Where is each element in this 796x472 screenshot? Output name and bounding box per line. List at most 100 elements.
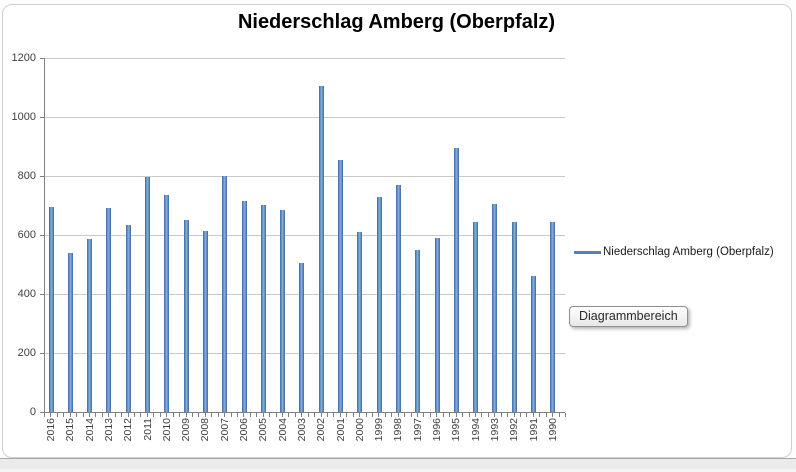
x-axis-label: 2008 — [199, 418, 211, 442]
x-axis-tick — [539, 413, 540, 417]
x-axis-label: 2011 — [142, 418, 154, 441]
x-axis-tick — [346, 413, 347, 417]
x-axis-tick — [462, 413, 463, 417]
y-gridline — [44, 235, 565, 236]
bar-1994[interactable] — [473, 222, 478, 412]
x-axis-tick — [76, 413, 77, 417]
x-axis-tick — [385, 413, 386, 417]
x-axis-tick — [359, 413, 360, 417]
legend-series-line-icon — [574, 250, 601, 254]
bar-2008[interactable] — [203, 231, 208, 412]
x-axis-tick — [333, 413, 334, 417]
bar-1995[interactable] — [454, 148, 459, 412]
bar-2001[interactable] — [338, 160, 343, 412]
bar-2013[interactable] — [106, 208, 111, 412]
x-axis-tick — [147, 413, 148, 417]
x-axis-tick — [366, 413, 367, 417]
x-axis-tick — [263, 413, 264, 417]
x-axis-tick — [134, 413, 135, 417]
chart-title[interactable]: Niederschlag Amberg (Oberpfalz) — [237, 11, 556, 33]
y-axis-label: 600 — [17, 229, 36, 241]
x-axis-tick — [256, 413, 257, 417]
bar-2007[interactable] — [222, 176, 227, 412]
x-axis-label: 1993 — [489, 418, 501, 442]
x-axis-tick — [308, 413, 309, 417]
x-axis-label: 1994 — [470, 418, 482, 442]
x-axis-label: 2002 — [315, 418, 327, 442]
y-axis-tick — [40, 58, 44, 59]
legend[interactable]: Niederschlag Amberg (Oberpfalz) — [574, 245, 774, 259]
y-axis-label: 800 — [17, 170, 36, 182]
x-axis-tick — [404, 413, 405, 417]
x-axis-tick — [211, 413, 212, 417]
worksheet-row-band[interactable] — [0, 458, 796, 472]
x-axis-tick — [186, 413, 187, 417]
bar-1999[interactable] — [377, 197, 382, 412]
x-axis-tick — [469, 413, 470, 417]
bar-1990[interactable] — [550, 222, 555, 412]
bar-1993[interactable] — [492, 204, 497, 412]
x-axis-tick — [546, 413, 547, 417]
x-axis-tick — [475, 413, 476, 417]
bar-2009[interactable] — [184, 220, 189, 412]
bar-1996[interactable] — [435, 238, 440, 412]
bar-2015[interactable] — [68, 253, 73, 412]
x-axis-tick — [314, 413, 315, 417]
bar-2002[interactable] — [319, 86, 324, 412]
y-axis-label: 400 — [17, 288, 36, 300]
x-axis-tick — [269, 413, 270, 417]
bar-2005[interactable] — [261, 205, 266, 412]
x-axis-tick — [507, 413, 508, 417]
x-axis-tick — [115, 413, 116, 417]
x-axis-tick — [224, 413, 225, 417]
x-axis-tick — [50, 413, 51, 417]
bar-2003[interactable] — [299, 263, 304, 412]
bar-2010[interactable] — [164, 195, 169, 412]
x-axis-label: 1992 — [508, 418, 520, 442]
x-axis-tick — [526, 413, 527, 417]
bar-2014[interactable] — [87, 239, 92, 412]
y-axis-tick — [40, 412, 44, 413]
x-axis-tick — [237, 413, 238, 417]
bar-2004[interactable] — [280, 210, 285, 412]
bar-1997[interactable] — [415, 250, 420, 412]
y-gridline — [44, 117, 565, 118]
x-axis-tick — [301, 413, 302, 417]
x-axis-tick — [89, 413, 90, 417]
x-axis-label: 2004 — [277, 418, 289, 442]
x-axis-label: 1991 — [528, 418, 540, 442]
x-axis-tick — [179, 413, 180, 417]
x-axis-tick — [391, 413, 392, 417]
bar-1991[interactable] — [531, 276, 536, 412]
bar-1992[interactable] — [512, 222, 517, 412]
x-axis-tick — [218, 413, 219, 417]
x-axis-tick — [153, 413, 154, 417]
x-axis-tick — [128, 413, 129, 417]
tooltip-text: Diagrammbereich — [579, 309, 678, 323]
x-axis-tick — [411, 413, 412, 417]
x-axis-tick — [533, 413, 534, 417]
y-axis-label: 1000 — [11, 111, 36, 123]
x-axis-tick — [198, 413, 199, 417]
x-axis-tick — [282, 413, 283, 417]
bar-2011[interactable] — [145, 177, 150, 412]
bar-1998[interactable] — [396, 185, 401, 412]
x-axis-tick — [443, 413, 444, 417]
x-axis-tick — [102, 413, 103, 417]
x-axis-tick — [488, 413, 489, 417]
x-axis-tick — [449, 413, 450, 417]
bar-2000[interactable] — [357, 232, 362, 412]
bar-2016[interactable] — [49, 207, 54, 412]
x-axis-tick — [436, 413, 437, 417]
x-axis-tick — [520, 413, 521, 417]
bar-2012[interactable] — [126, 225, 131, 412]
x-axis-tick — [430, 413, 431, 417]
x-axis-tick — [166, 413, 167, 417]
x-axis-tick — [140, 413, 141, 417]
bar-2006[interactable] — [242, 201, 247, 412]
x-axis-label: 2000 — [354, 418, 366, 442]
x-axis-tick — [250, 413, 251, 417]
x-axis-tick — [340, 413, 341, 417]
y-gridline — [44, 294, 565, 295]
x-axis-label: 2003 — [296, 418, 308, 442]
